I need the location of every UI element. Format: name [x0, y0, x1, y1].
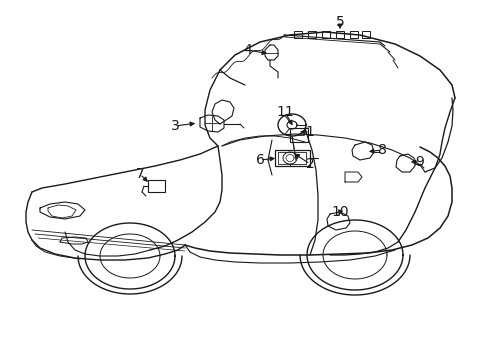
Text: 1: 1: [305, 125, 314, 139]
Text: 9: 9: [415, 155, 424, 169]
Text: 2: 2: [305, 157, 314, 171]
Bar: [289, 128, 307, 142]
Text: 3: 3: [170, 119, 179, 133]
Text: 11: 11: [276, 105, 293, 119]
Bar: [361, 31, 369, 38]
Text: 7: 7: [135, 167, 144, 181]
Bar: [293, 31, 302, 38]
Bar: [278, 152, 305, 164]
Text: 4: 4: [243, 43, 252, 57]
Bar: [148, 180, 164, 192]
Bar: [274, 150, 309, 166]
Text: 6: 6: [255, 153, 264, 167]
Bar: [349, 31, 357, 38]
Text: 10: 10: [330, 205, 348, 219]
Bar: [321, 31, 329, 38]
Text: 5: 5: [335, 15, 344, 29]
Bar: [335, 31, 343, 38]
Bar: [307, 31, 315, 38]
Text: 8: 8: [377, 143, 386, 157]
